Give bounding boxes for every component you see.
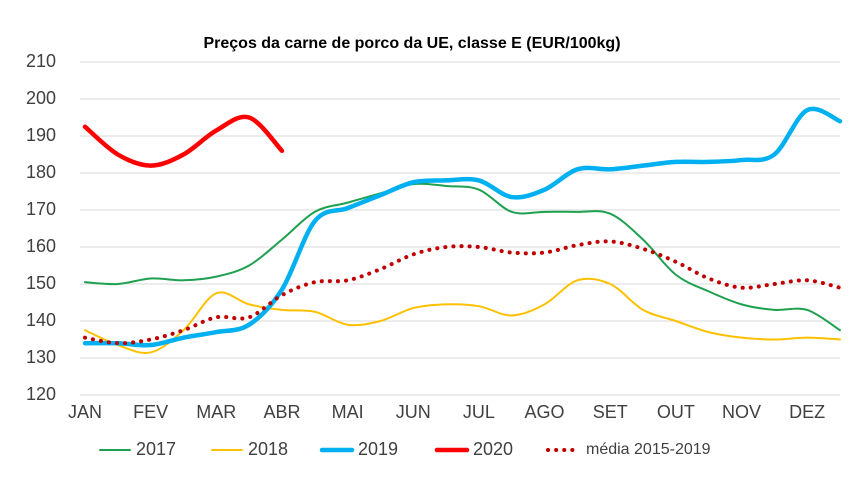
legend-label: 2017	[136, 439, 176, 459]
x-tick-label: NOV	[722, 402, 761, 422]
x-tick-label: FEV	[133, 402, 168, 422]
x-tick-label: DEZ	[789, 402, 825, 422]
legend-label: 2018	[248, 439, 288, 459]
series-line	[82, 114, 285, 168]
x-tick-label: JUL	[463, 402, 495, 422]
x-tick-label: SET	[593, 402, 628, 422]
y-tick-label: 170	[26, 199, 56, 219]
x-tick-label: ABR	[263, 402, 300, 422]
chart-title: Preços da carne de porco da UE, classe E…	[203, 35, 620, 52]
x-tick-label: OUT	[657, 402, 695, 422]
y-tick-label: 180	[26, 162, 56, 182]
x-tick-label: AGO	[525, 402, 565, 422]
legend-label: 2020	[473, 439, 513, 459]
y-tick-label: 120	[26, 384, 56, 404]
series-line	[83, 239, 842, 346]
x-tick-label: MAI	[332, 402, 364, 422]
series-line	[84, 277, 841, 354]
y-tick-label: 210	[26, 51, 56, 71]
legend-label: 2019	[358, 439, 398, 459]
y-tick-label: 140	[26, 310, 56, 330]
x-tick-label: JAN	[68, 402, 102, 422]
y-tick-label: 130	[26, 347, 56, 367]
series-line	[82, 106, 843, 348]
x-tick-label: JUN	[396, 402, 431, 422]
y-tick-label: 160	[26, 236, 56, 256]
legend-label: média 2015-2019	[586, 441, 711, 458]
x-tick-label: MAR	[196, 402, 236, 422]
y-tick-label: 150	[26, 273, 56, 293]
y-tick-label: 190	[26, 125, 56, 145]
y-tick-label: 200	[26, 88, 56, 108]
series-line	[84, 182, 841, 332]
